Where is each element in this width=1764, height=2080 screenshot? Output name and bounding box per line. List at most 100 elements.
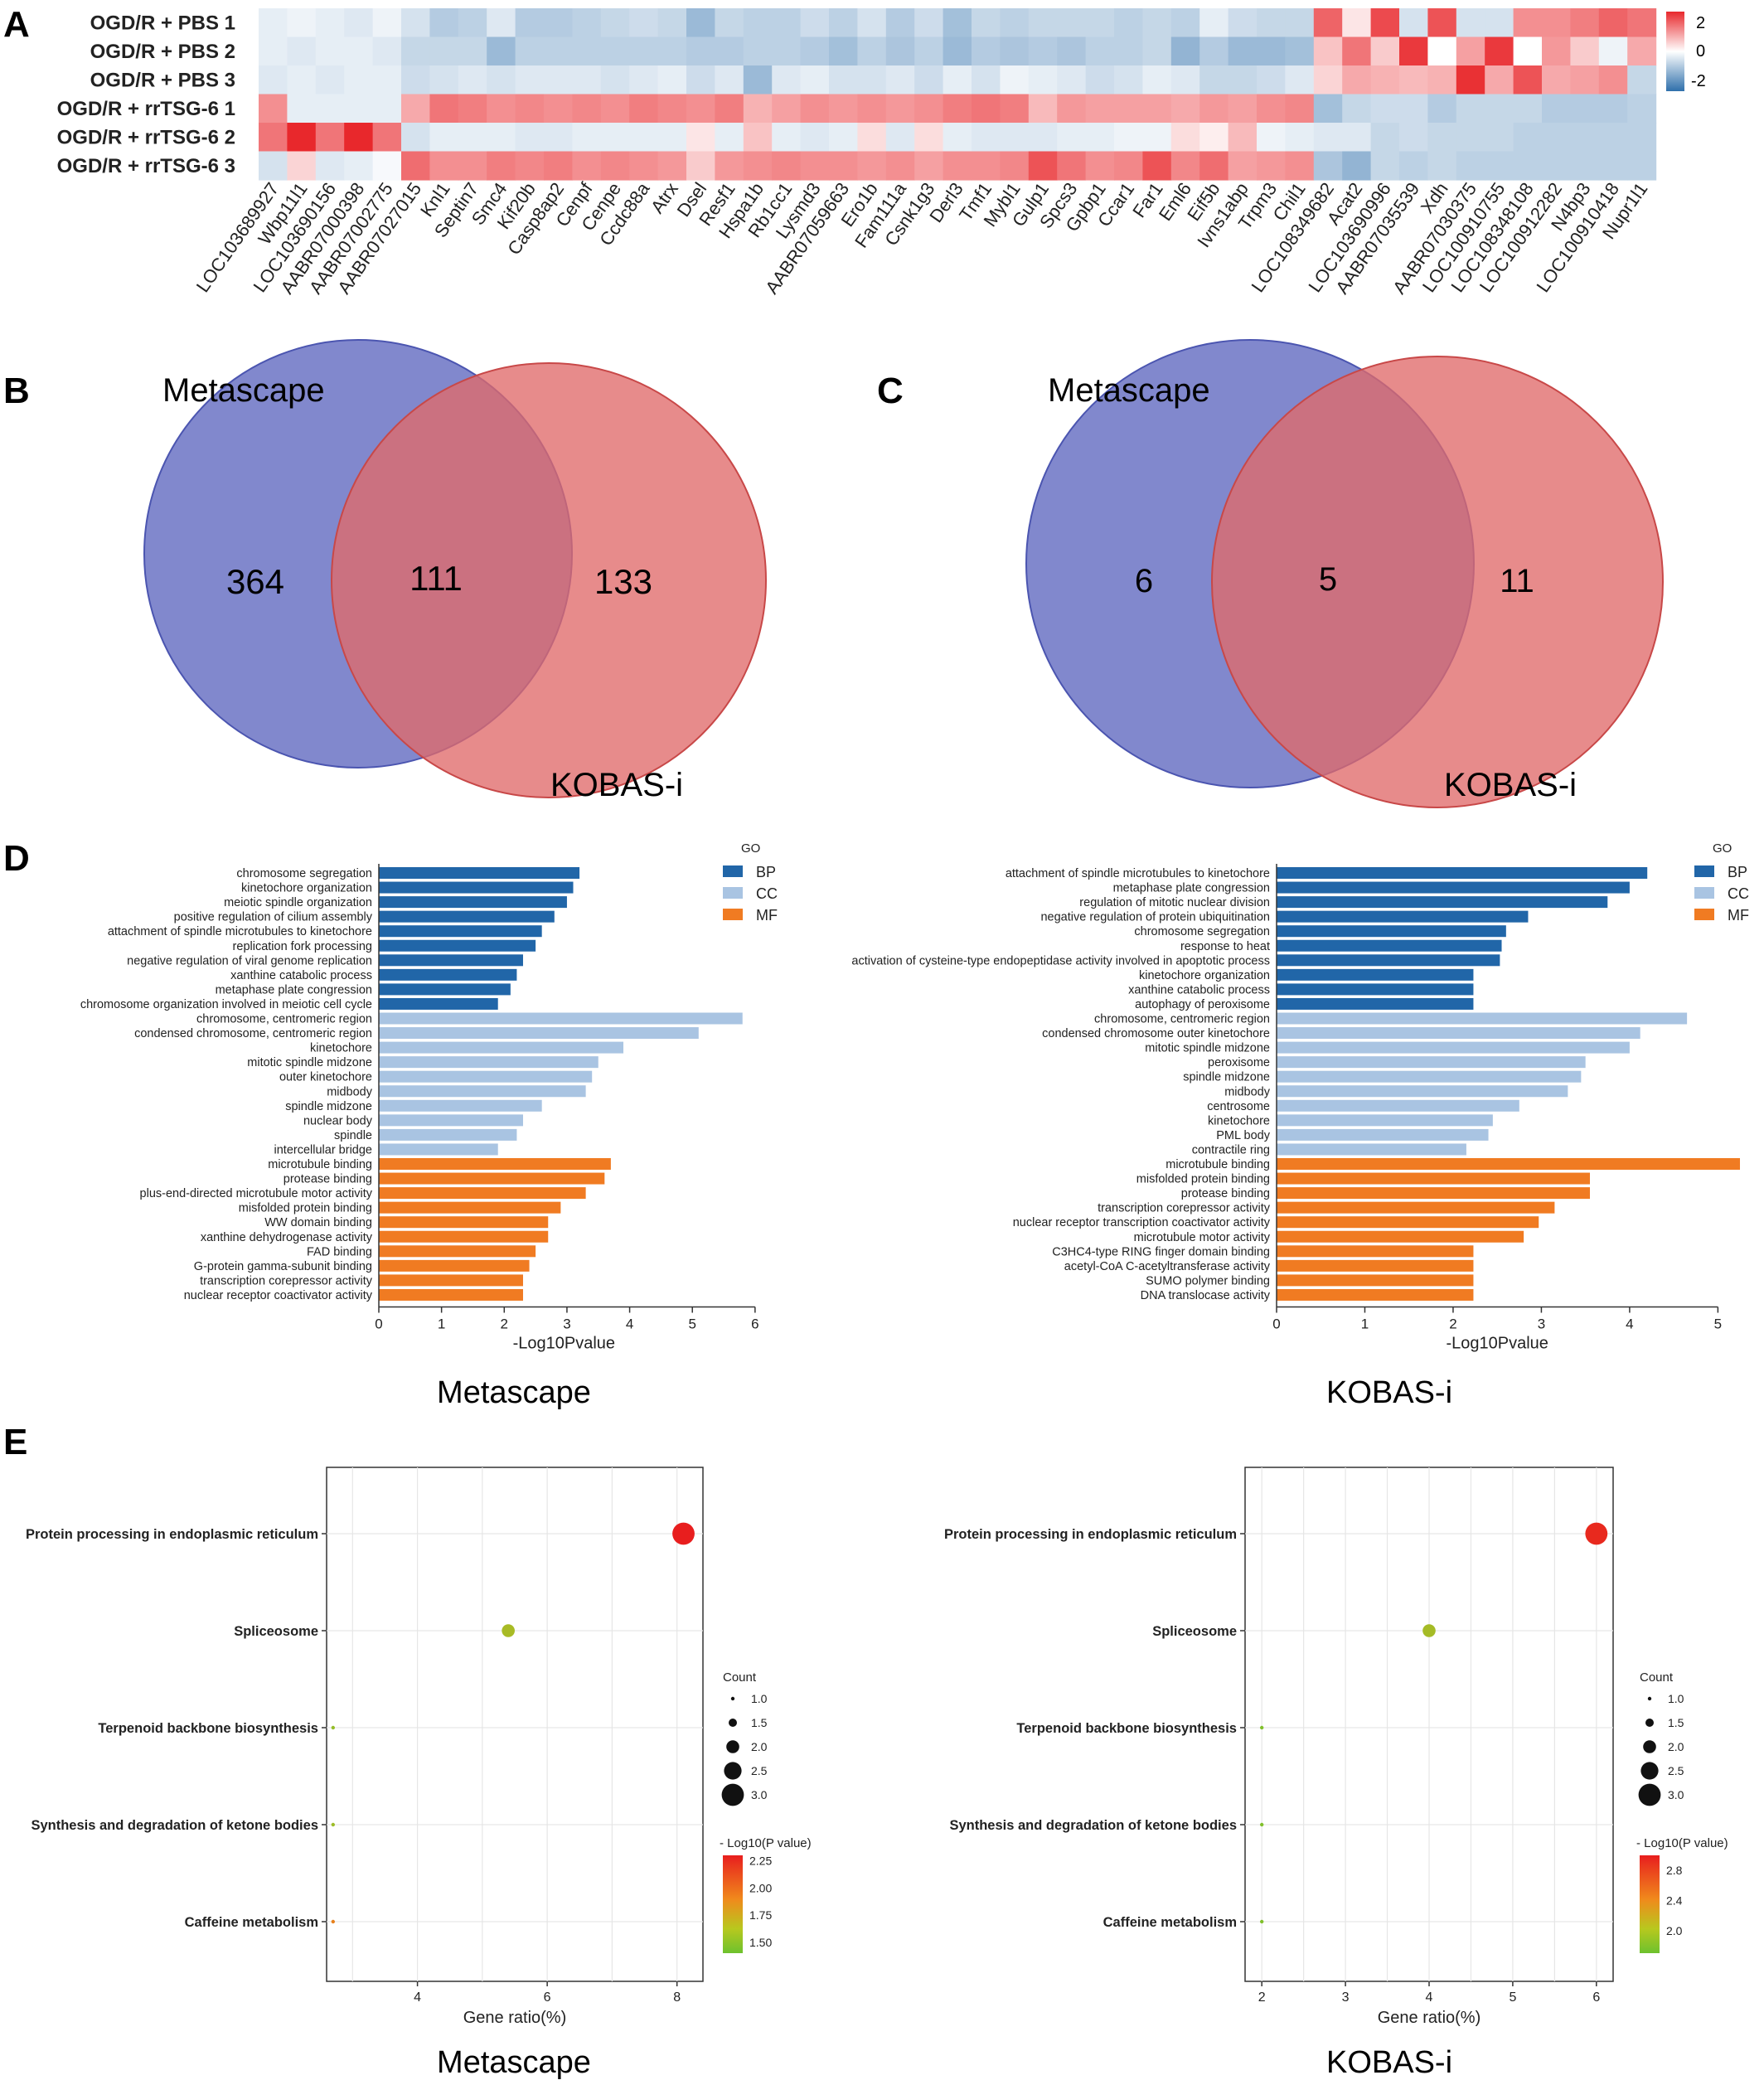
- legend-title: GO: [1713, 841, 1732, 856]
- heatmap-cell: [914, 151, 944, 181]
- heatmap-cell: [1114, 151, 1143, 181]
- legend-swatch: [1694, 909, 1714, 920]
- heatmap-cell: [1370, 65, 1400, 95]
- heatmap-cell: [1513, 8, 1543, 38]
- bar-bp: [1277, 954, 1500, 967]
- heatmap-cell: [772, 65, 802, 95]
- heatmap-cell: [657, 36, 687, 66]
- heatmap-cell: [1370, 36, 1400, 66]
- heatmap-cell: [1399, 65, 1428, 95]
- size-legend-label: 3.0: [751, 1788, 768, 1801]
- heatmap-cell: [1313, 151, 1343, 181]
- heatmap-cell: [1114, 8, 1143, 38]
- bar-mf: [1277, 1245, 1474, 1258]
- legend-label: MF: [1728, 907, 1749, 924]
- size-legend-label: 2.5: [751, 1764, 768, 1777]
- heatmap-cell: [544, 94, 573, 124]
- heatmap-cell: [1542, 123, 1571, 153]
- heatmap-cell: [1627, 123, 1657, 153]
- heatmap-cell: [1028, 94, 1058, 124]
- category-label: Protein processing in endoplasmic reticu…: [944, 1527, 1237, 1542]
- heatmap-cell: [1370, 8, 1400, 38]
- data-point: [1259, 1822, 1264, 1827]
- heatmap-cell: [572, 36, 602, 66]
- heatmap-cell: [1342, 94, 1372, 124]
- bar-bp: [379, 881, 574, 894]
- heatmap-cell: [259, 123, 288, 153]
- bar-label: misfolded protein binding: [239, 1202, 372, 1215]
- size-legend-dot: [1638, 1783, 1661, 1806]
- bar-mf: [379, 1274, 523, 1287]
- heatmap-cell: [1000, 65, 1030, 95]
- bar-label: centrosome: [1207, 1100, 1270, 1113]
- heatmap-cell: [1085, 36, 1115, 66]
- heatmap-cell: [857, 36, 887, 66]
- x-tick-label: 0: [1272, 1316, 1280, 1332]
- heatmap-cell: [914, 8, 944, 38]
- bar-bp: [1277, 867, 1648, 879]
- bar-cc: [379, 1056, 598, 1069]
- category-label: Caffeine metabolism: [1103, 1915, 1237, 1930]
- bar-label: activation of cysteine-type endopeptidas…: [851, 954, 1270, 967]
- heatmap-cell: [800, 94, 830, 124]
- heatmap-cell: [600, 8, 630, 38]
- heatmap-cell: [1170, 65, 1200, 95]
- heatmap-cell: [487, 65, 516, 95]
- color-legend-bar: [1640, 1855, 1660, 1953]
- bar-label: xanthine catabolic process: [230, 969, 372, 982]
- heatmap-cell: [344, 65, 374, 95]
- heatmap-cell: [1485, 94, 1514, 124]
- heatmap-cell: [1028, 36, 1058, 66]
- color-legend-label: 1.75: [749, 1908, 772, 1922]
- data-point: [672, 1522, 695, 1545]
- bar-label: xanthine catabolic process: [1128, 983, 1270, 996]
- heatmap-cell: [772, 36, 802, 66]
- heatmap-cell: [743, 36, 773, 66]
- bar-bp: [379, 983, 511, 996]
- heatmap-cell: [885, 123, 915, 153]
- heatmap-cell: [914, 65, 944, 95]
- x-tick-label: 8: [673, 1990, 681, 2005]
- heatmap-cell: [515, 36, 545, 66]
- heatmap-cell: [401, 36, 430, 66]
- bar-chart-metascape: chromosome segregation kinetochore organi…: [80, 841, 778, 1353]
- bar-label: acetyl-CoA C-acetyltransferase activity: [1064, 1260, 1271, 1273]
- heatmap-cell: [372, 8, 402, 38]
- bar-label: attachment of spindle microtubules to ki…: [108, 925, 372, 938]
- bar-cc: [379, 1114, 523, 1127]
- x-tick-label: 6: [751, 1316, 758, 1332]
- heatmap-cell: [1627, 151, 1657, 181]
- heatmap-cell: [857, 65, 887, 95]
- heatmap-cell: [401, 94, 430, 124]
- heatmap-cell: [1570, 151, 1600, 181]
- heatmap-cell: [972, 151, 1001, 181]
- heatmap-cell: [686, 8, 715, 38]
- heatmap-cell: [344, 94, 374, 124]
- heatmap-cell: [1456, 36, 1485, 66]
- heatmap-cell: [1399, 36, 1428, 66]
- x-tick-label: 1: [1361, 1316, 1369, 1332]
- bar-mf: [1277, 1259, 1474, 1272]
- heatmap-cell: [1000, 36, 1030, 66]
- heatmap-cell: [829, 8, 858, 38]
- heatmap-cell: [487, 36, 516, 66]
- heatmap-cell: [715, 36, 744, 66]
- x-tick-label: 5: [1714, 1316, 1722, 1332]
- heatmap-row-label: OGD/R + PBS 2: [90, 41, 235, 63]
- heatmap-cell: [572, 94, 602, 124]
- heatmap-cell: [1598, 36, 1628, 66]
- heatmap-legend-tick: 2: [1696, 14, 1705, 32]
- heatmap-cell: [629, 36, 659, 66]
- dot-plot-caption: KOBAS-i: [1326, 2045, 1452, 2080]
- heatmap-row-label: OGD/R + rrTSG-6 2: [57, 126, 235, 148]
- heatmap-cell: [259, 65, 288, 95]
- x-tick-label: 5: [1509, 1990, 1516, 2005]
- category-label: Spliceosome: [1152, 1624, 1237, 1639]
- x-tick-label: 5: [688, 1316, 695, 1332]
- heatmap-cell: [1513, 65, 1543, 95]
- bar-mf: [1277, 1274, 1474, 1287]
- bar-bp: [379, 925, 542, 938]
- heatmap-cell: [1370, 123, 1400, 153]
- heatmap-cell: [829, 151, 858, 181]
- bar-mf: [1277, 1201, 1555, 1214]
